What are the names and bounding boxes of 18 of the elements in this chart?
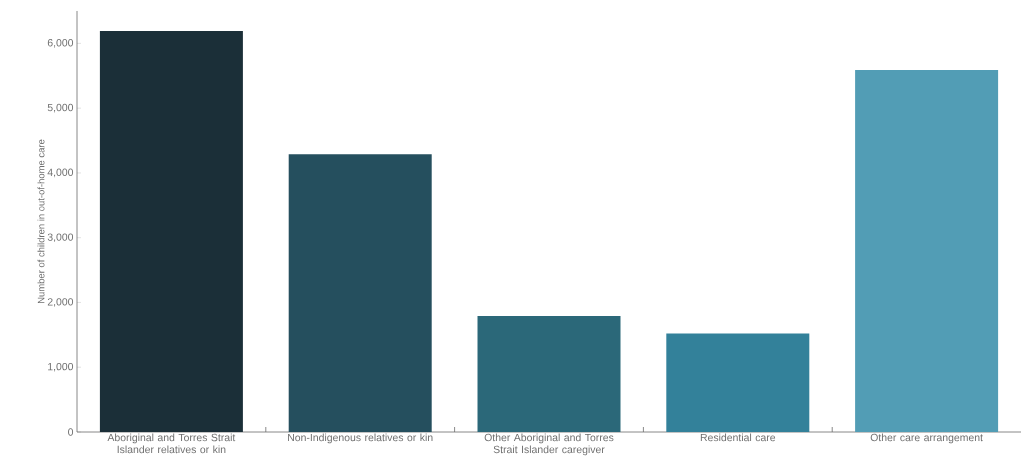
y-tick-label: 2,000 <box>47 298 74 307</box>
x-tick-label: Other care arrangement <box>870 433 983 444</box>
y-tick-label: 1,000 <box>48 362 74 372</box>
y-tick-label: 5,000 <box>47 103 74 113</box>
x-tick-label: Other Aboriginal and Torres Strait Islander caregiver <box>484 433 614 456</box>
y-tick-label: 0 <box>68 428 74 436</box>
x-tick-label: Aboriginal and Torres Strait Islander relatives or kin <box>107 433 236 454</box>
y-axis-title: Number of children in out-of-home care <box>37 139 45 304</box>
bar <box>288 154 432 432</box>
bar <box>666 333 810 432</box>
bar <box>855 69 999 432</box>
bar <box>99 31 243 432</box>
y-tick-label: 4,000 <box>47 168 74 178</box>
x-tick-label: Residential care <box>700 433 776 442</box>
y-tick-label: 6,000 <box>47 39 74 48</box>
x-tick-label: Non-Indigenous relatives or kin <box>288 433 433 444</box>
y-tick-label: 3,000 <box>47 233 74 243</box>
bar <box>477 316 621 432</box>
